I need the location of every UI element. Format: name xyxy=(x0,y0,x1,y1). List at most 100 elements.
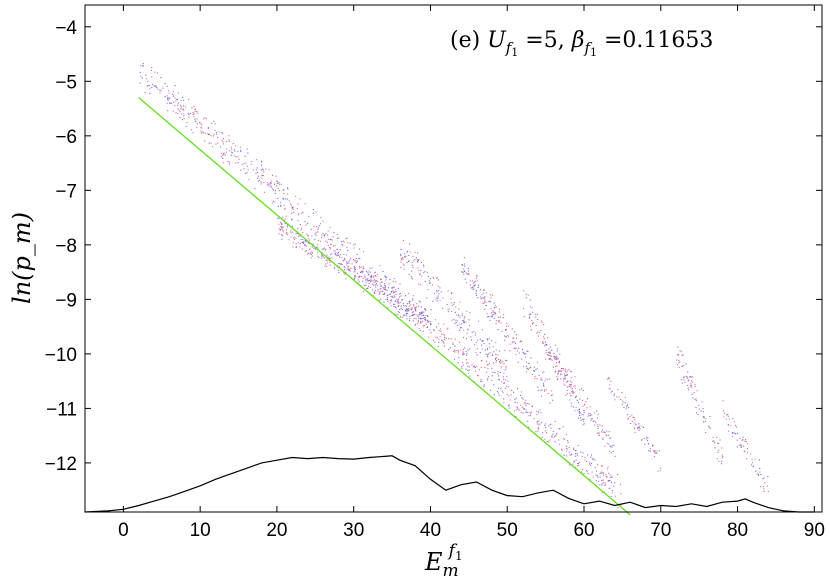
scatter-point xyxy=(561,448,563,450)
scatter-point xyxy=(514,341,516,343)
scatter-point xyxy=(495,323,497,325)
scatter-point xyxy=(343,265,345,267)
scatter-point xyxy=(597,427,599,429)
scatter-point xyxy=(476,365,478,367)
scatter-point xyxy=(302,239,304,241)
scatter-point xyxy=(481,294,483,296)
scatter-point xyxy=(353,278,355,280)
scatter-point xyxy=(329,264,331,266)
scatter-point xyxy=(490,389,492,391)
scatter-point xyxy=(422,317,424,319)
scatter-point xyxy=(569,384,571,386)
scatter-point xyxy=(392,297,394,299)
scatter-point xyxy=(550,355,552,357)
scatter-point xyxy=(477,339,479,341)
scatter-point xyxy=(187,112,189,114)
scatter-point xyxy=(449,347,451,349)
scatter-point xyxy=(646,438,648,440)
scatter-point xyxy=(400,307,402,309)
scatter-point xyxy=(460,349,462,351)
scatter-point xyxy=(603,431,605,433)
scatter-point xyxy=(153,85,155,87)
scatter-point xyxy=(591,458,593,460)
scatter-point xyxy=(201,124,203,126)
scatter-point xyxy=(502,360,504,362)
scatter-point xyxy=(579,398,581,400)
scatter-point xyxy=(757,473,759,475)
scatter-point xyxy=(588,413,590,415)
scatter-point xyxy=(409,308,411,310)
scatter-point xyxy=(367,274,369,276)
annotation-panel: (e) xyxy=(450,28,487,53)
scatter-point xyxy=(405,295,407,297)
scatter-point xyxy=(240,149,242,151)
scatter-point xyxy=(497,329,499,331)
scatter-point xyxy=(290,204,292,206)
scatter-point xyxy=(457,350,459,352)
scatter-point xyxy=(591,418,593,420)
scatter-point xyxy=(762,478,764,480)
scatter-point xyxy=(207,133,209,135)
scatter-point xyxy=(468,372,470,374)
scatter-point xyxy=(578,411,580,413)
scatter-point xyxy=(537,335,539,337)
y-tick-label: −11 xyxy=(46,399,77,420)
scatter-point xyxy=(474,366,476,368)
scatter-point xyxy=(568,446,570,448)
scatter-point xyxy=(538,411,540,413)
scatter-point xyxy=(307,238,309,240)
scatter-point xyxy=(680,351,682,353)
scatter-point xyxy=(280,222,282,224)
scatter-point xyxy=(461,264,463,266)
scatter-point xyxy=(575,449,577,451)
scatter-point xyxy=(359,258,361,260)
scatter-point xyxy=(542,432,544,434)
scatter-point xyxy=(453,303,455,305)
scatter-point xyxy=(491,316,493,318)
scatter-point xyxy=(308,215,310,217)
scatter-point xyxy=(543,371,545,373)
scatter-point xyxy=(140,65,142,67)
scatter-point xyxy=(278,228,280,230)
scatter-point xyxy=(369,280,371,282)
scatter-point xyxy=(282,229,284,231)
scatter-point xyxy=(260,164,262,166)
scatter-point xyxy=(495,361,497,363)
scatter-point xyxy=(709,427,711,429)
scatter-point xyxy=(562,378,564,380)
scatter-point xyxy=(689,376,691,378)
scatter-point xyxy=(262,169,264,171)
scatter-point xyxy=(542,341,544,343)
scatter-point xyxy=(604,484,606,486)
scatter-point xyxy=(410,275,412,277)
scatter-point xyxy=(577,409,579,411)
scatter-point xyxy=(582,414,584,416)
scatter-point xyxy=(139,82,141,84)
scatter-point xyxy=(142,65,144,67)
scatter-point xyxy=(484,301,486,303)
scatter-point xyxy=(617,507,619,509)
scatter-point xyxy=(309,248,311,250)
scatter-point xyxy=(609,384,611,386)
scatter-point xyxy=(317,228,319,230)
scatter-point xyxy=(567,440,569,442)
scatter-point xyxy=(587,454,589,456)
scatter-point xyxy=(486,364,488,366)
scatter-point xyxy=(584,403,586,405)
scatter-point xyxy=(488,338,490,340)
scatter-point xyxy=(556,434,558,436)
scatter-point xyxy=(601,431,603,433)
scatter-point xyxy=(607,468,609,470)
scatter-point xyxy=(660,467,662,469)
scatter-point xyxy=(525,361,527,363)
scatter-point xyxy=(428,280,430,282)
scatter-point xyxy=(582,468,584,470)
scatter-point xyxy=(420,269,422,271)
scatter-point xyxy=(557,377,559,379)
scatter-point xyxy=(654,452,656,454)
scatter-point xyxy=(525,365,527,367)
scatter-point xyxy=(357,279,359,281)
scatter-point xyxy=(540,390,542,392)
scatter-point xyxy=(689,385,691,387)
scatter-point xyxy=(488,316,490,318)
